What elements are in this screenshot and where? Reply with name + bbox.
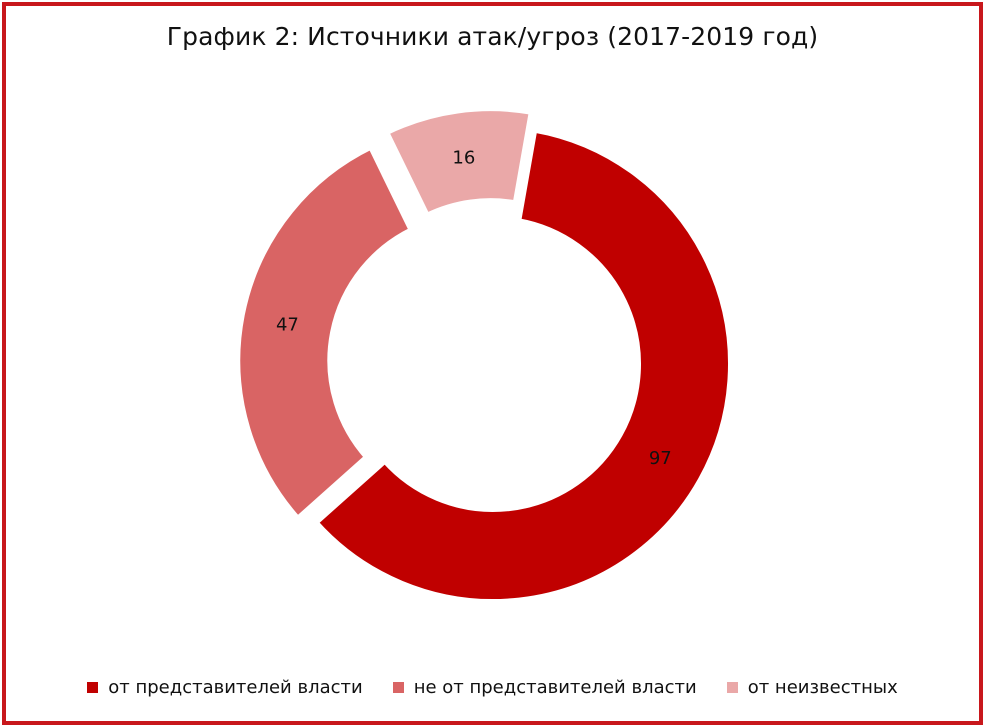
donut-slice-unknown[interactable]: [382, 105, 536, 220]
data-label-authorities: 97: [649, 448, 672, 469]
legend-swatch-unknown: [726, 682, 738, 693]
legend-item-non-authorities[interactable]: не от представителей власти: [392, 677, 697, 698]
legend-label-unknown: от неизвестных: [747, 677, 898, 698]
legend-swatch-authorities: [87, 682, 99, 693]
data-label-non-authorities: 47: [276, 315, 299, 336]
data-label-unknown: 16: [452, 148, 475, 169]
chart-legend: от представителей власти не от представи…: [0, 677, 985, 698]
legend-swatch-non-authorities: [392, 682, 404, 693]
donut-chart: 97 47 16: [234, 105, 734, 605]
legend-label-authorities: от представителей власти: [108, 677, 363, 698]
donut-slice-authorities[interactable]: [311, 126, 734, 605]
legend-label-non-authorities: не от представителей власти: [413, 677, 697, 698]
chart-title: График 2: Источники атак/угроз (2017-201…: [166, 22, 819, 51]
donut-slice-non-authorities[interactable]: [234, 142, 416, 524]
legend-item-authorities[interactable]: от представителей власти: [87, 677, 363, 698]
legend-item-unknown[interactable]: от неизвестных: [726, 677, 898, 698]
